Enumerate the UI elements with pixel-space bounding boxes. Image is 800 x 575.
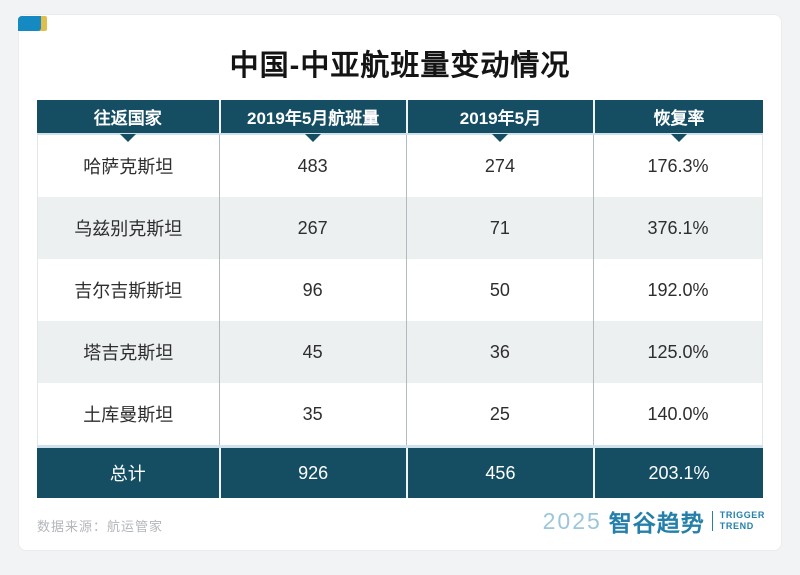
- brand-logo: 2025 智谷趋势 TRIGGER TREND: [543, 504, 765, 538]
- recovery-cell: 140.0%: [593, 383, 763, 445]
- total-label-cell: 总计: [109, 464, 146, 484]
- country-cell: 哈萨克斯坦: [37, 135, 219, 197]
- table-row-kazakhstan: 哈萨克斯坦 483 274 176.3%: [37, 135, 763, 197]
- table-row-tajikistan: 塔吉克斯坦 45 36 125.0%: [37, 321, 763, 383]
- flights-2019-cell: 267: [218, 197, 406, 259]
- data-source-note: 数据来源：航运管家: [37, 519, 164, 534]
- header-cell-country: 往返国家: [37, 100, 219, 142]
- flights-2019-cell: 35: [218, 383, 406, 445]
- flights-2019-cell: 96: [218, 259, 406, 321]
- total-flights-2019-cell: 926: [218, 448, 406, 498]
- country-cell: 塔吉克斯坦: [37, 321, 219, 383]
- brand-divider: [711, 511, 713, 531]
- triangle-down-icon: [119, 134, 136, 142]
- triangle-down-icon: [305, 134, 322, 142]
- header-label: 往返国家: [93, 109, 162, 128]
- triangle-down-icon: [671, 134, 688, 142]
- flights-may-cell: 36: [405, 321, 593, 383]
- flights-may-cell: 71: [405, 197, 593, 259]
- recovery-cell: 125.0%: [593, 321, 763, 383]
- content-card: 中国-中亚航班量变动情况 往返国家 2019年5月航班量 2019年5月 恢复率: [18, 14, 782, 551]
- table-row-uzbekistan: 乌兹别克斯坦 267 71 376.1%: [37, 197, 763, 259]
- header-label: 恢复率: [653, 109, 705, 128]
- country-cell: 吉尔吉斯斯坦: [37, 259, 219, 321]
- table-row-kyrgyzstan: 吉尔吉斯斯坦 96 50 192.0%: [37, 259, 763, 321]
- country-cell: 乌兹别克斯坦: [37, 197, 219, 259]
- flights-may-cell: 50: [405, 259, 593, 321]
- total-recovery-cell: 203.1%: [593, 448, 763, 498]
- header-cell-2019-flights: 2019年5月航班量: [218, 100, 406, 142]
- table-header-row: 往返国家 2019年5月航班量 2019年5月 恢复率: [37, 100, 763, 142]
- flights-may-cell: 274: [405, 135, 593, 197]
- header-cell-recovery: 恢复率: [593, 100, 763, 142]
- table-total-row: 总计 926 456 203.1%: [37, 445, 763, 498]
- recovery-cell: 176.3%: [593, 135, 763, 197]
- brand-name-text: 智谷趋势: [608, 510, 705, 536]
- flights-table: 往返国家 2019年5月航班量 2019年5月 恢复率 哈: [37, 100, 763, 498]
- total-flights-may-cell: 456: [405, 448, 593, 498]
- country-cell: 土库曼斯坦: [37, 383, 219, 445]
- recovery-cell: 192.0%: [593, 259, 763, 321]
- corner-blue-shape: [18, 16, 41, 31]
- corner-brand-mark-icon: [18, 16, 48, 31]
- table-row-turkmenistan: 土库曼斯坦 35 25 140.0%: [37, 383, 763, 445]
- brand-english-text: TRIGGER TREND: [720, 510, 765, 532]
- triangle-down-icon: [492, 134, 509, 142]
- brand-en-line2: TREND: [719, 521, 754, 531]
- flights-2019-cell: 483: [218, 135, 406, 197]
- recovery-cell: 376.1%: [593, 197, 763, 259]
- brand-en-line1: TRIGGER: [719, 510, 765, 521]
- header-label: 2019年5月: [459, 109, 542, 128]
- brand-year-text: 2025: [542, 507, 602, 534]
- header-cell-may: 2019年5月: [405, 100, 593, 142]
- page-title: 中国-中亚航班量变动情况: [229, 50, 571, 82]
- table-body: 哈萨克斯坦 483 274 176.3% 乌兹别克斯坦 267 71 376.1…: [37, 135, 763, 445]
- flights-2019-cell: 45: [218, 321, 406, 383]
- header-label: 2019年5月航班量: [247, 109, 380, 128]
- flights-may-cell: 25: [405, 383, 593, 445]
